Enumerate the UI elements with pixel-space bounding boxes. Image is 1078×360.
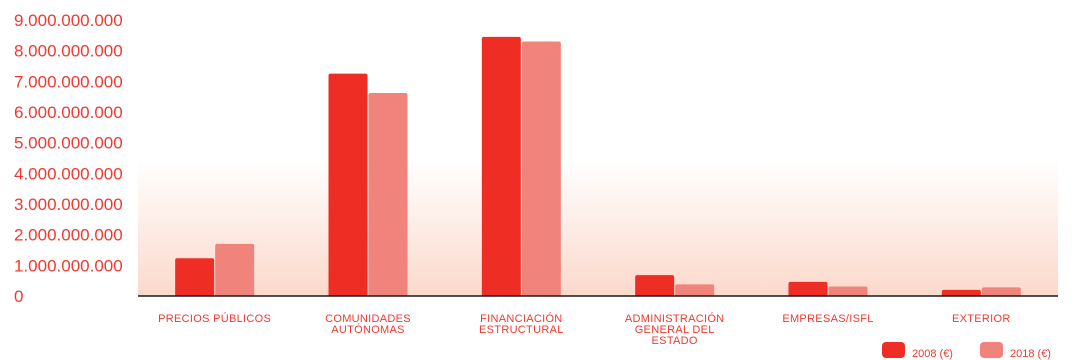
x-tick-label: EXTERIOR — [952, 313, 1011, 325]
y-tick-label: 5.000.000.000 — [14, 134, 123, 153]
y-tick-label: 3.000.000.000 — [14, 195, 123, 214]
bar-2-5 — [828, 286, 868, 296]
bar-1-2 — [328, 73, 368, 297]
legend-label: 2018 (€) — [1010, 348, 1051, 360]
bar-1-4 — [635, 275, 675, 296]
y-tick-label: 7.000.000.000 — [14, 72, 123, 91]
x-tick-label: PRECIOS PÚBLICOS — [158, 312, 271, 325]
bar-1-3 — [481, 36, 521, 296]
legend-swatch — [882, 342, 905, 358]
legend-swatch — [980, 342, 1003, 358]
bar-1-6 — [941, 289, 981, 296]
y-tick-label: 4.000.000.000 — [14, 164, 123, 183]
y-tick-label: 9.000.000.000 — [14, 11, 123, 30]
y-tick-label: 6.000.000.000 — [14, 103, 123, 122]
bars — [175, 36, 1021, 297]
bar-2-6 — [981, 287, 1021, 296]
legend: 2008 (€) 2018 (€) — [882, 342, 1051, 360]
y-tick-label: 2.000.000.000 — [14, 226, 123, 245]
bar-1-1 — [175, 258, 215, 296]
bar-1-5 — [788, 281, 828, 296]
y-tick-label: 8.000.000.000 — [14, 42, 123, 61]
x-tick-label: FINANCIACIÓN ESTRUCTURAL — [479, 312, 564, 336]
x-tick-label: ADMINISTRACIÓN GENERAL DEL ESTADO — [625, 312, 725, 347]
plot-background — [138, 160, 1058, 296]
y-tick-label: 0 — [14, 287, 23, 306]
bar-2-3 — [521, 41, 561, 296]
bar-2-1 — [215, 243, 255, 296]
x-tick-label: COMUNIDADES AUTÓNOMAS — [325, 313, 411, 336]
x-axis-ticks: PRECIOS PÚBLICOS COMUNIDADES AUTÓNOMAS FINA… — [158, 312, 1010, 347]
bar-2-2 — [368, 92, 408, 296]
y-tick-label: 1.000.000.000 — [14, 256, 123, 275]
bar-2-4 — [675, 284, 715, 296]
legend-label: 2008 (€) — [912, 348, 953, 360]
x-tick-label: EMPRESAS/ISFL — [782, 313, 873, 325]
y-axis-ticks: 0 1.000.000.000 2.000.000.000 3.000.000.000… — [14, 11, 123, 306]
